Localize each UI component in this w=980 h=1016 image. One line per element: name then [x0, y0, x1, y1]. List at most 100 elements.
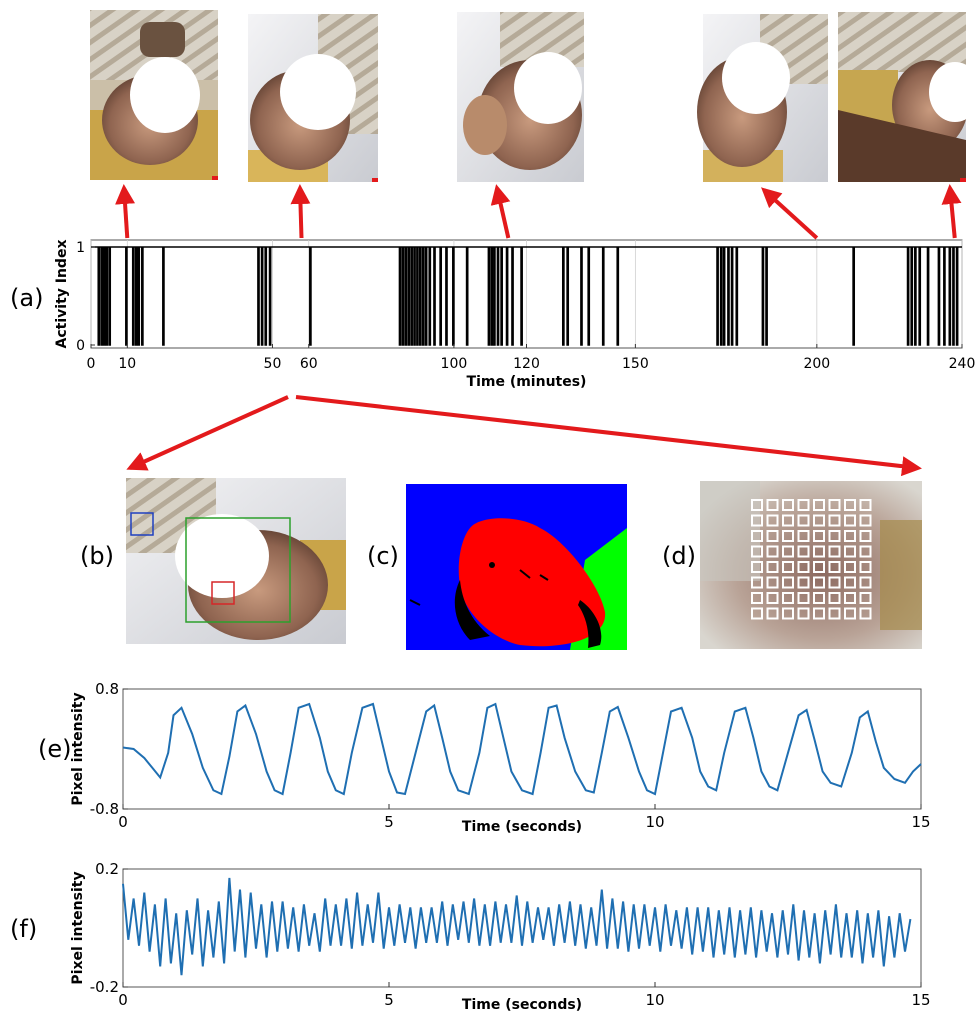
sampling-patch	[766, 545, 779, 558]
sampling-patch	[844, 592, 856, 604]
sampling-patch	[751, 576, 763, 589]
video-thumbnails	[90, 10, 980, 182]
activity-dropout	[401, 247, 405, 346]
thumbnail-arrow	[490, 184, 511, 239]
sampling-patch	[782, 607, 794, 620]
sampling-patch	[813, 576, 825, 589]
y-tick-label: -0.2	[90, 978, 119, 996]
sampling-patch	[828, 514, 841, 527]
sampling-patch	[797, 530, 810, 542]
sampling-patch	[797, 576, 810, 589]
activity-dropout	[511, 247, 514, 346]
activity-x-tick-label: 200	[803, 356, 830, 372]
activity-dropout	[937, 247, 941, 346]
sampling-patch-grid	[751, 499, 872, 620]
segmentation-map	[406, 484, 627, 650]
activity-y-tick-label: 0	[76, 338, 85, 354]
activity-x-ticks: 0 10 50 60 100 120 150 200 240	[87, 344, 975, 372]
activity-dropout	[716, 247, 719, 346]
activity-dropout	[505, 247, 509, 346]
activity-dropout	[309, 247, 312, 346]
detail-arrows	[126, 395, 922, 477]
activity-dropout	[580, 247, 583, 346]
activity-dropout	[162, 247, 165, 346]
sampling-patch	[751, 592, 763, 604]
face-anonymization-mask	[929, 62, 980, 122]
sampling-patch	[828, 592, 841, 604]
sampling-patch	[751, 530, 763, 542]
panel-label-a: (a)	[10, 284, 43, 312]
panel-label-e: (e)	[38, 735, 72, 763]
activity-y-ticks: 01	[76, 240, 95, 354]
sampling-patch	[751, 514, 763, 527]
pixel-intensity-chart-e: 0 5 10 15 -0.8 0.8 Time (seconds) Pixel inten…	[70, 680, 931, 835]
x-tick-label: 10	[645, 813, 664, 831]
activity-dropout	[587, 247, 591, 346]
activity-y-axis-label: Activity Index	[54, 240, 70, 349]
activity-dropout	[108, 247, 112, 346]
activity-dropout	[413, 247, 416, 346]
roi-frame-image	[126, 478, 346, 644]
patch-grid-image	[700, 481, 922, 649]
activity-dropout	[416, 247, 419, 346]
activity-dropout	[601, 247, 605, 346]
thumbnail-arrows	[115, 184, 962, 240]
x-tick-label: 15	[911, 991, 930, 1009]
sampling-patch	[828, 530, 841, 542]
plot-e-frame	[122, 688, 922, 810]
sampling-patch	[751, 545, 763, 558]
sampling-patch	[797, 607, 810, 620]
activity-dropout	[100, 247, 104, 346]
activity-dropout	[419, 247, 422, 346]
activity-y-tick-label: 1	[76, 240, 85, 256]
y-tick-label: 0.2	[95, 860, 119, 878]
sampling-patch	[766, 530, 779, 542]
sampling-patch	[782, 545, 794, 558]
activity-dropout	[722, 247, 726, 346]
activity-dropout	[452, 247, 455, 346]
thumbnail-arrow	[290, 184, 311, 239]
video-thumbnail-2	[248, 14, 378, 182]
x-tick-label: 5	[384, 991, 394, 1009]
activity-dropout	[719, 247, 723, 346]
activity-dropout	[428, 247, 432, 346]
face-anonymization-mask	[514, 52, 582, 124]
sampling-patch	[844, 561, 856, 573]
face-anonymization-mask	[722, 42, 790, 114]
sampling-patch	[766, 607, 779, 620]
activity-plot-grid	[90, 240, 963, 348]
activity-dropout	[490, 247, 494, 346]
activity-dropout	[561, 247, 565, 346]
activity-dropout	[910, 247, 914, 346]
plot-e-ticks: 0 5 10 15 -0.8 0.8	[90, 680, 931, 831]
sampling-patch	[751, 499, 763, 511]
activity-dropout	[948, 247, 952, 346]
sampling-patch	[859, 561, 872, 573]
sampling-patch	[766, 499, 779, 511]
activity-dropout	[943, 247, 946, 346]
sampling-patch	[859, 607, 872, 620]
activity-dropout	[926, 247, 930, 346]
activity-dropout	[125, 247, 128, 346]
video-thumbnail-3	[457, 12, 584, 182]
panel-label-c: (c)	[367, 542, 399, 570]
plot-e-x-axis-label: Time (seconds)	[462, 819, 582, 835]
sampling-patch	[828, 499, 841, 511]
thumbnail-arrow	[761, 187, 819, 240]
activity-dropout	[955, 247, 959, 346]
activity-dropout	[137, 247, 141, 346]
sampling-patch	[813, 561, 825, 573]
sampling-patch	[766, 561, 779, 573]
face-anonymization-mask	[280, 54, 356, 130]
activity-x-tick-label: 120	[513, 356, 540, 372]
activity-dropout	[421, 247, 425, 346]
sampling-patch	[828, 607, 841, 620]
activity-x-tick-label: 60	[300, 356, 318, 372]
x-tick-label: 0	[118, 813, 128, 831]
activity-dropout	[496, 247, 500, 346]
activity-x-tick-label: 0	[87, 356, 96, 372]
sampling-patch	[859, 592, 872, 604]
x-tick-label: 5	[384, 813, 394, 831]
sampling-patch	[844, 607, 856, 620]
arrow-to-panel-b	[126, 395, 289, 471]
